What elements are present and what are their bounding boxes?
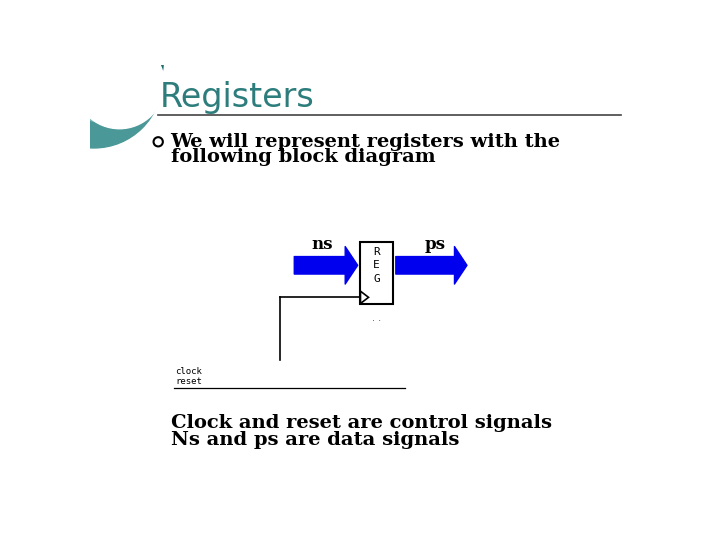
- Circle shape: [153, 137, 163, 146]
- Text: . .: . .: [372, 313, 382, 323]
- Circle shape: [74, 39, 164, 129]
- Text: Clock and reset are control signals: Clock and reset are control signals: [171, 414, 552, 432]
- Text: We will represent registers with the: We will represent registers with the: [171, 132, 561, 151]
- Text: ns: ns: [311, 236, 333, 253]
- Text: ps: ps: [425, 236, 446, 253]
- Text: reset: reset: [175, 377, 202, 386]
- Text: following block diagram: following block diagram: [171, 148, 435, 166]
- Text: clock: clock: [175, 367, 202, 376]
- Circle shape: [51, 15, 160, 123]
- Polygon shape: [361, 291, 369, 303]
- Circle shape: [26, 12, 162, 148]
- Text: Ns and ps are data signals: Ns and ps are data signals: [171, 431, 459, 449]
- Circle shape: [1, 0, 163, 138]
- Text: R
E
G: R E G: [374, 247, 380, 284]
- Bar: [361, 242, 393, 303]
- Text: Registers: Registers: [160, 80, 315, 113]
